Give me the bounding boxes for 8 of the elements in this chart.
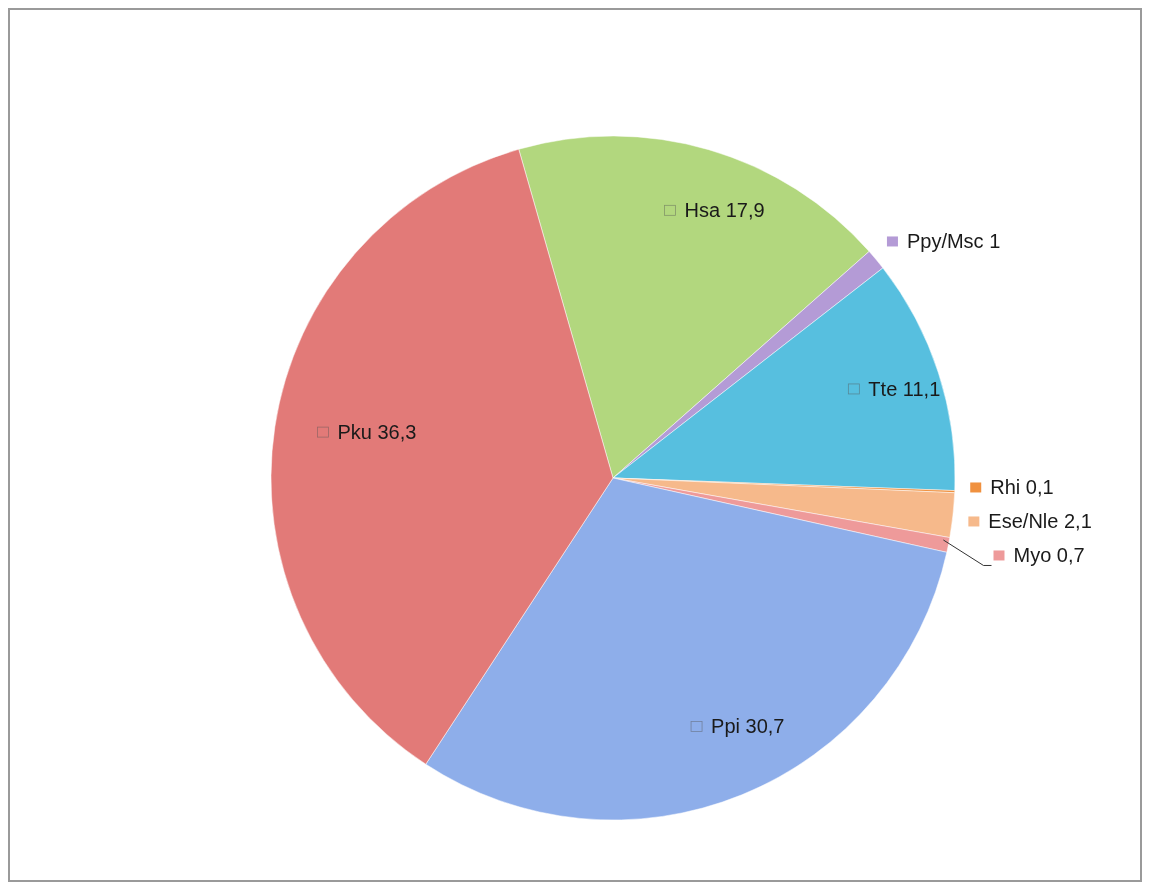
legend-label: Hsa 17,9 <box>684 199 765 222</box>
legend-label: Myo 0,7 <box>1013 544 1085 567</box>
legend-label: Ese/Nle 2,1 <box>988 510 1092 533</box>
legend-label: Pku 36,3 <box>337 421 417 444</box>
legend-label: Rhi 0,1 <box>990 476 1054 499</box>
legend-label: Ppy/Msc 1 <box>906 230 1001 253</box>
legend-label: Tte 11,1 <box>868 377 941 400</box>
legend-label: Ppi 30,7 <box>711 715 785 738</box>
